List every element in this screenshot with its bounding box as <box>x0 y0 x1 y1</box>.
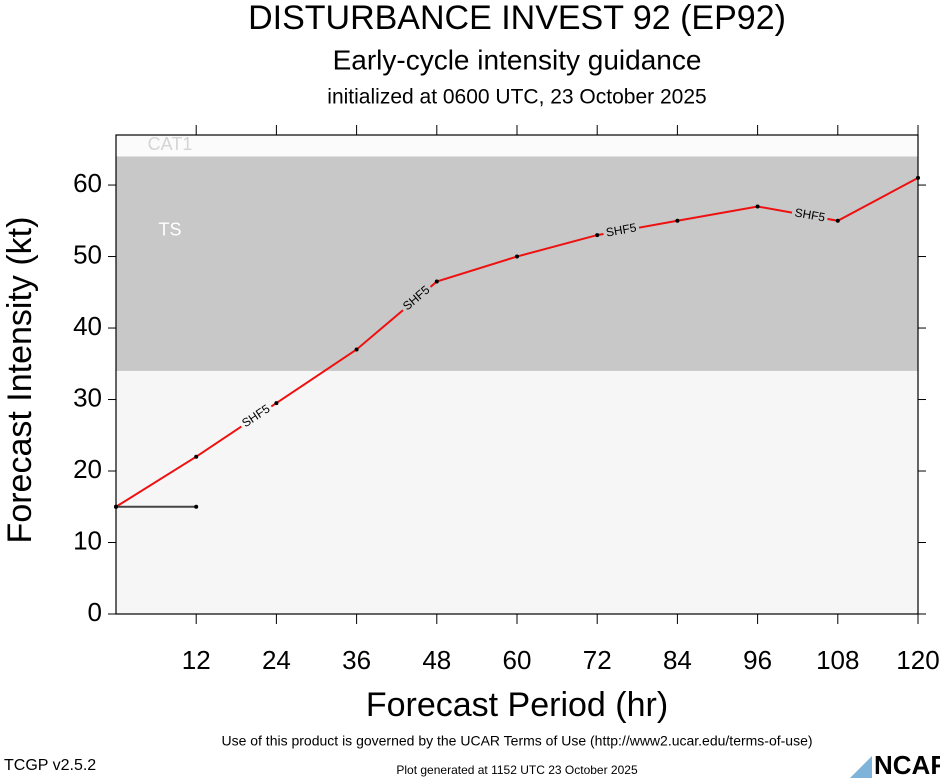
label-gap <box>790 204 829 227</box>
x-tick-label: 108 <box>816 645 859 675</box>
intensity-band <box>116 156 918 371</box>
data-point <box>274 401 279 406</box>
data-point <box>755 204 760 209</box>
logo: NCAR <box>874 750 940 780</box>
data-point <box>194 454 199 459</box>
generated-note: Plot generated at 1152 UTC 23 October 20… <box>396 763 638 777</box>
chart-subtitle: Early-cycle intensity guidance <box>333 44 702 75</box>
logo-mark <box>850 756 872 778</box>
version: TCGP v2.5.2 <box>4 757 96 774</box>
intensity-band <box>116 135 918 157</box>
label-gap <box>602 219 641 242</box>
x-tick-label: 84 <box>663 645 692 675</box>
y-tick-label: 10 <box>73 525 102 555</box>
y-tick-label: 30 <box>73 382 102 412</box>
y-tick-label: 60 <box>73 168 102 198</box>
data-point <box>114 504 118 509</box>
y-tick-label: 50 <box>73 239 102 269</box>
x-tick-label: 60 <box>503 645 532 675</box>
series-label: SHF5 <box>605 220 638 239</box>
x-tick-label: 24 <box>262 645 291 675</box>
label-gap <box>397 280 436 317</box>
label-gap <box>236 399 276 434</box>
data-point <box>194 504 199 509</box>
y-tick-label: 0 <box>88 597 102 627</box>
x-tick-label: 96 <box>743 645 772 675</box>
chart-title: DISTURBANCE INVEST 92 (EP92) <box>248 0 786 37</box>
terms-note: Use of this product is governed by the U… <box>221 733 812 749</box>
band-label: CAT1 <box>148 134 193 154</box>
y-tick-label: 40 <box>73 311 102 341</box>
y-tick-label: 20 <box>73 454 102 484</box>
x-axis-label: Forecast Period (hr) <box>366 686 668 724</box>
data-point <box>354 347 359 352</box>
x-tick-label: 12 <box>182 645 211 675</box>
band-label: TS <box>158 219 181 239</box>
x-tick-label: 36 <box>342 645 371 675</box>
y-axis-label: Forecast Intensity (kt) <box>1 217 39 544</box>
x-tick-label: 48 <box>422 645 451 675</box>
x-tick-label: 72 <box>583 645 612 675</box>
x-tick-label: 120 <box>896 645 939 675</box>
data-point <box>835 218 840 223</box>
data-point <box>916 175 920 180</box>
data-point <box>434 279 439 284</box>
series-label: SHF5 <box>794 205 827 224</box>
init-time: initialized at 0600 UTC, 23 October 2025 <box>327 86 706 109</box>
data-point <box>595 233 600 238</box>
data-point <box>515 254 519 259</box>
data-point <box>675 218 680 223</box>
